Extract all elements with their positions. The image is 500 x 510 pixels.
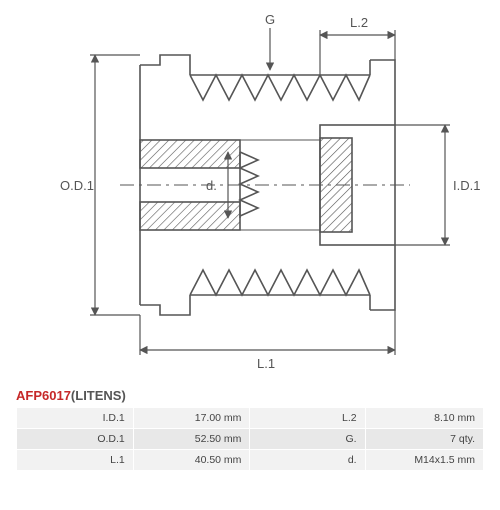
table-row: O.D.1 52.50 mm G. 7 qty. [17,429,483,449]
label-d: d. [206,178,217,193]
part-title: AFP6017(LITENS) [16,388,484,403]
label-id1: I.D.1 [453,178,480,193]
part-suffix: (LITENS) [71,388,126,403]
spec-label: I.D.1 [17,408,133,428]
spec-label: L.2 [250,408,364,428]
label-od1: O.D.1 [60,178,94,193]
spec-value: M14x1.5 mm [366,450,483,470]
label-l2: L.2 [350,15,368,30]
spec-value: 7 qty. [366,429,483,449]
technical-drawing: O.D.1 I.D.1 L.1 L.2 G d. [10,10,490,380]
part-number: AFP6017 [16,388,71,403]
spec-label: d. [250,450,364,470]
spec-value: 52.50 mm [134,429,250,449]
spec-value: 8.10 mm [366,408,483,428]
spec-table: I.D.1 17.00 mm L.2 8.10 mm O.D.1 52.50 m… [16,407,484,471]
table-row: I.D.1 17.00 mm L.2 8.10 mm [17,408,483,428]
spec-label: O.D.1 [17,429,133,449]
spec-value: 17.00 mm [134,408,250,428]
spec-value: 40.50 mm [134,450,250,470]
label-l1: L.1 [257,356,275,371]
label-g: G [265,12,275,27]
table-row: L.1 40.50 mm d. M14x1.5 mm [17,450,483,470]
spec-label: G. [250,429,364,449]
spec-label: L.1 [17,450,133,470]
